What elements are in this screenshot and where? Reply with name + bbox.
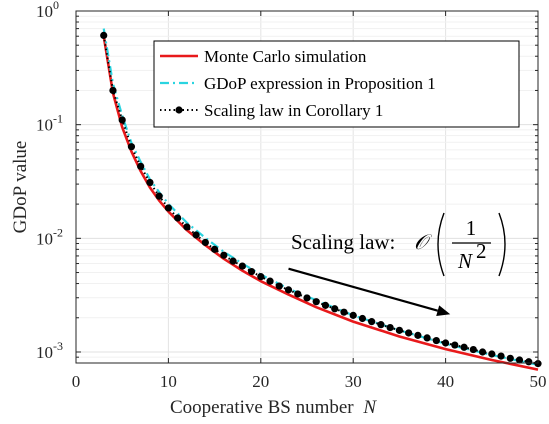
- x-tick-label: 30: [345, 372, 362, 391]
- x-tick-label: 20: [252, 372, 269, 391]
- y-axis-label: GDoP value: [10, 141, 31, 234]
- y-tick-label: 10-2: [36, 225, 63, 248]
- series-2-marker: [192, 231, 200, 239]
- series-2-marker: [358, 314, 367, 323]
- series-2-marker: [321, 301, 330, 309]
- series-2-marker: [497, 352, 505, 360]
- series-2-marker: [515, 356, 524, 364]
- legend-entry-0: Monte Carlo simulation: [160, 47, 367, 66]
- x-tick-label: 10: [160, 372, 177, 391]
- series-2-marker: [349, 311, 357, 319]
- series-2-marker: [100, 31, 108, 39]
- series-2-marker: [294, 290, 302, 298]
- series-2-marker: [183, 223, 191, 231]
- x-tick-label: 0: [72, 372, 81, 391]
- series-2-marker: [432, 336, 440, 345]
- series-2-marker: [312, 298, 320, 306]
- legend-box: [153, 40, 520, 128]
- series-2-marker: [460, 343, 468, 351]
- fraction-denominator: N: [457, 249, 473, 273]
- series-2-marker: [247, 267, 256, 276]
- series-2-marker: [118, 116, 126, 124]
- left-paren: [437, 212, 445, 277]
- legend-marker-2: [175, 106, 183, 114]
- series-2-marker: [174, 214, 182, 222]
- series-2-marker: [368, 318, 376, 326]
- series-2-marker: [220, 251, 228, 259]
- series-2-marker: [506, 354, 514, 362]
- series-2-marker: [377, 321, 385, 329]
- x-axis-label-var: N: [362, 397, 377, 418]
- x-tick-label: 40: [437, 372, 454, 391]
- scaling-law-label: Scaling law:: [291, 230, 395, 254]
- series-2-marker: [478, 348, 487, 356]
- legend-entry-2: Scaling law in Corollary 1: [160, 101, 383, 120]
- series-2-marker: [331, 305, 339, 313]
- series-2-marker: [451, 341, 459, 349]
- series-2-marker: [405, 329, 413, 337]
- series-2-marker: [340, 308, 348, 316]
- legend-label-0: Monte Carlo simulation: [204, 47, 367, 66]
- annotation-arrow: [288, 267, 439, 312]
- x-axis-label: Cooperative BS number N: [170, 397, 377, 418]
- series-2-marker: [137, 162, 145, 170]
- series-2-marker: [257, 273, 265, 281]
- series-2-marker: [488, 350, 496, 358]
- legend-label-2: Scaling law in Corollary 1: [204, 101, 383, 120]
- axis-ticks: [75, 10, 539, 364]
- series-2-marker: [109, 86, 117, 95]
- series-2-marker: [201, 238, 209, 247]
- series-2-marker: [275, 282, 283, 290]
- annotation-arrowhead: [436, 305, 451, 316]
- series-2-marker: [303, 294, 311, 302]
- fraction-numerator: 1: [466, 216, 477, 240]
- scaling-law-annotation: Scaling law: 𝒪 1 N 2: [288, 212, 506, 316]
- y-tick-label: 10-3: [36, 339, 63, 362]
- series-2-marker: [442, 339, 450, 347]
- series-2-marker: [423, 334, 431, 342]
- right-paren: [498, 212, 506, 277]
- plot-frame: [75, 10, 539, 364]
- series-2-marker: [469, 345, 477, 354]
- series-2-marker: [534, 360, 542, 368]
- y-tick-label: 10-1: [36, 112, 63, 135]
- series-2-marker: [414, 331, 422, 339]
- series-2-marker: [127, 143, 136, 151]
- series-2-marker: [386, 323, 394, 332]
- series-2-marker: [238, 262, 246, 270]
- series-layer: [100, 28, 542, 371]
- series-2-marker: [395, 326, 403, 334]
- y-tick-labels: 10-3 10-2 10-1 100: [36, 0, 63, 362]
- y-tick-label: 100: [36, 0, 59, 21]
- series-2-marker: [155, 192, 163, 200]
- series-2-marker: [284, 286, 293, 294]
- x-tick-label: 50: [530, 372, 547, 391]
- series-2-marker: [164, 204, 172, 212]
- legend-label-1: GDoP expression in Proposition 1: [204, 74, 436, 93]
- fraction-denominator-exp: 2: [476, 239, 487, 263]
- x-tick-labels: 0 10 20 30 40 50: [72, 372, 547, 391]
- series-2-marker: [229, 257, 237, 265]
- series-2-marker: [146, 178, 154, 187]
- legend-entry-1: GDoP expression in Proposition 1: [160, 74, 436, 93]
- x-axis-label-text: Cooperative BS number: [170, 397, 354, 418]
- series-2-marker: [211, 245, 219, 253]
- series-2-marker: [266, 277, 274, 285]
- legend: Monte Carlo simulation GDoP expression in…: [153, 40, 520, 128]
- series-2-marker: [525, 358, 533, 366]
